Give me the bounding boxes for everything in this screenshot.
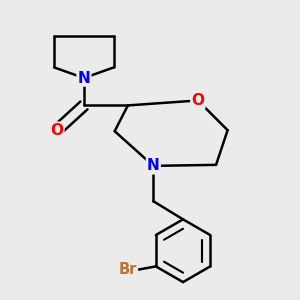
Text: N: N (78, 70, 90, 86)
Text: Br: Br (118, 262, 137, 277)
Text: O: O (191, 93, 204, 108)
Text: O: O (50, 123, 63, 138)
Text: N: N (147, 158, 160, 173)
